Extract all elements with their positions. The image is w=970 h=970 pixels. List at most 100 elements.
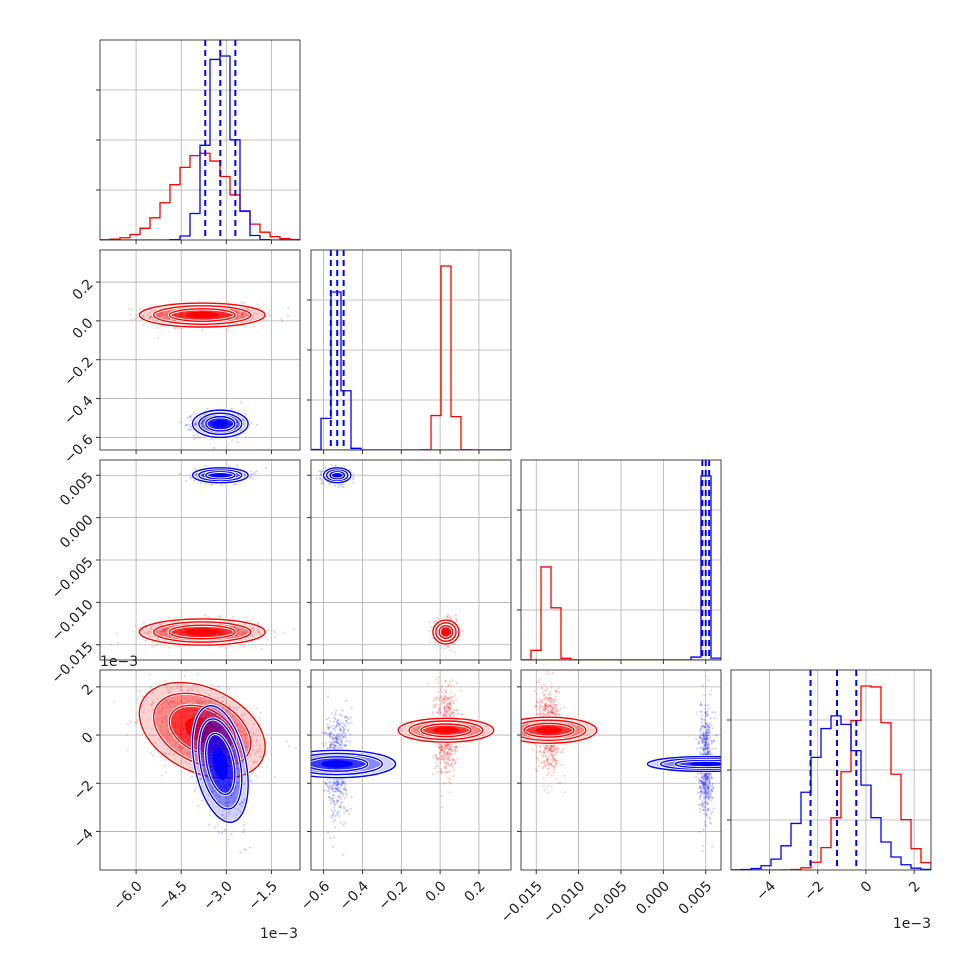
scatter-point	[445, 615, 448, 618]
scatter-point	[116, 641, 119, 645]
scatter-point	[330, 464, 333, 467]
scatter-point	[195, 421, 198, 424]
scatter-point	[328, 483, 331, 486]
panel-1-0	[96, 249, 301, 454]
scatter-point	[237, 808, 240, 811]
scatter-point	[240, 800, 243, 804]
scatter-point	[167, 646, 170, 649]
scatter-point	[199, 777, 202, 780]
panel-content-2-1	[311, 460, 511, 660]
scatter-point	[161, 311, 164, 314]
scatter-point	[113, 700, 116, 703]
scatter-point	[193, 709, 196, 712]
panel-1-1	[307, 249, 512, 454]
scatter-point	[233, 792, 236, 795]
scatter-point	[235, 425, 238, 428]
scatter-point	[233, 800, 236, 803]
scatter-point	[233, 753, 236, 756]
scatter-point	[174, 327, 177, 330]
scatter-point	[236, 315, 239, 318]
scatter-point	[190, 775, 194, 779]
scatter-point	[236, 421, 240, 424]
scatter-point	[233, 707, 236, 710]
scatter-point	[237, 311, 240, 314]
scatter-point	[233, 797, 236, 800]
scatter-point	[182, 753, 185, 756]
scatter-point	[287, 306, 290, 309]
scatter-point	[196, 701, 199, 704]
scatter-point	[239, 633, 242, 636]
contour-1-0-series-1-0	[205, 415, 236, 432]
scatter-point	[235, 483, 238, 486]
scatter-point	[242, 302, 245, 305]
scatter-point	[253, 760, 256, 764]
scatter-point	[202, 736, 205, 740]
scatter-point	[260, 648, 263, 651]
scatter-point	[134, 721, 137, 724]
scatter-point	[203, 740, 206, 743]
scatter-point	[223, 816, 226, 820]
scatter-point	[225, 795, 228, 799]
scatter-point	[230, 439, 234, 442]
scatter-point	[194, 423, 197, 426]
scatter-point	[173, 701, 176, 704]
scatter-point	[148, 311, 151, 314]
scatter-point	[142, 314, 145, 317]
scatter-point	[151, 701, 154, 704]
scatter-point	[236, 760, 239, 764]
scatter-point	[251, 634, 254, 637]
scatter-point	[238, 803, 241, 806]
scatter-point	[206, 777, 209, 780]
scatter-point	[169, 705, 172, 709]
scatter-point	[195, 701, 198, 704]
scatter-point	[235, 723, 238, 726]
scatter-point	[166, 737, 169, 740]
scatter-point	[231, 799, 234, 803]
scatter-point	[220, 813, 223, 816]
scatter-point	[193, 437, 196, 440]
scatter-point	[256, 423, 259, 427]
scatter-point	[214, 712, 217, 715]
scatter-point	[162, 629, 165, 633]
scatter-point	[210, 438, 213, 441]
scatter-point	[244, 848, 247, 851]
scatter-point	[203, 769, 206, 772]
scatter-point	[213, 721, 216, 724]
scatter-point	[195, 701, 198, 704]
scatter-point	[181, 746, 184, 749]
panel-content-2-0	[100, 460, 300, 660]
scatter-point	[240, 805, 244, 808]
scatter-point	[213, 789, 216, 793]
scatter-point	[172, 700, 175, 703]
scatter-point	[455, 619, 458, 623]
scatter-point	[158, 312, 161, 315]
scatter-point	[168, 752, 171, 756]
scatter-point	[182, 741, 185, 744]
scatter-point	[240, 401, 243, 404]
scatter-point	[218, 796, 221, 799]
scatter-point	[170, 687, 173, 690]
scatter-point	[449, 649, 452, 652]
scatter-point	[155, 637, 158, 640]
scatter-point	[227, 838, 230, 841]
scatter-point	[216, 824, 219, 827]
scatter-point	[273, 636, 276, 639]
scatter-point	[162, 706, 165, 710]
scatter-point	[321, 482, 324, 485]
scatter-point	[256, 312, 259, 316]
scatter-point	[231, 714, 234, 717]
scatter-point	[166, 627, 169, 630]
scatter-point	[274, 776, 277, 779]
scatter-point	[191, 699, 194, 703]
scatter-point	[227, 329, 230, 332]
scatter-point	[446, 645, 450, 648]
scatter-point	[164, 628, 167, 631]
scatter-point	[185, 731, 189, 734]
scatter-point	[184, 760, 187, 763]
scatter-point	[167, 702, 170, 706]
scatter-point	[252, 312, 255, 315]
scatter-point	[233, 626, 236, 629]
scatter-point	[193, 789, 196, 792]
scatter-point	[235, 813, 238, 816]
scatter-point	[228, 704, 231, 708]
